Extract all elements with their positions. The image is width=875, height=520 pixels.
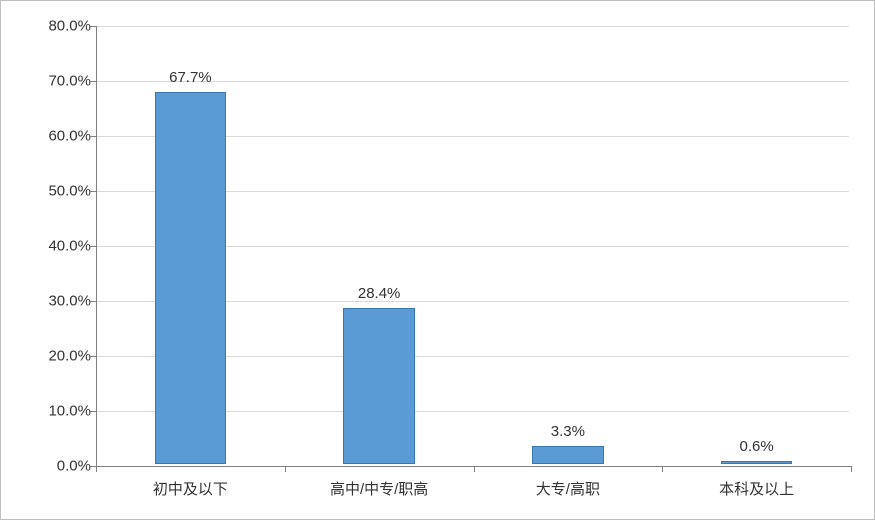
x-tick-label: 高中/中专/职高 <box>330 478 428 499</box>
x-tick-label: 初中及以下 <box>153 478 228 499</box>
bar <box>721 461 793 464</box>
bar-value-label: 0.6% <box>740 438 774 455</box>
x-tick-label: 大专/高职 <box>536 478 600 499</box>
chart-container: 67.7% 28.4% 3.3% 0.6% 0.0% 10.0% 20.0% 30.0% 40… <box>0 0 875 520</box>
y-tick-label: 80.0% <box>21 18 91 35</box>
x-tick <box>474 466 475 472</box>
x-tick <box>662 466 663 472</box>
y-tick-label: 40.0% <box>21 238 91 255</box>
plot-area: 67.7% 28.4% 3.3% 0.6% <box>96 26 849 464</box>
x-tick <box>851 466 852 472</box>
x-tick <box>285 466 286 472</box>
bar-value-label: 67.7% <box>169 69 212 86</box>
x-tick <box>96 466 97 472</box>
gridline <box>96 26 849 27</box>
y-tick-label: 10.0% <box>21 403 91 420</box>
y-tick-label: 30.0% <box>21 293 91 310</box>
bar <box>532 446 604 464</box>
x-tick-label: 本科及以上 <box>719 478 794 499</box>
y-axis-line <box>96 26 97 466</box>
bar-value-label: 28.4% <box>358 285 401 302</box>
y-tick-label: 0.0% <box>21 458 91 475</box>
bar-value-label: 3.3% <box>551 423 585 440</box>
y-tick-label: 60.0% <box>21 128 91 145</box>
y-tick-label: 70.0% <box>21 73 91 90</box>
bar <box>343 308 415 464</box>
y-tick-label: 50.0% <box>21 183 91 200</box>
y-tick-label: 20.0% <box>21 348 91 365</box>
bar <box>155 92 227 464</box>
